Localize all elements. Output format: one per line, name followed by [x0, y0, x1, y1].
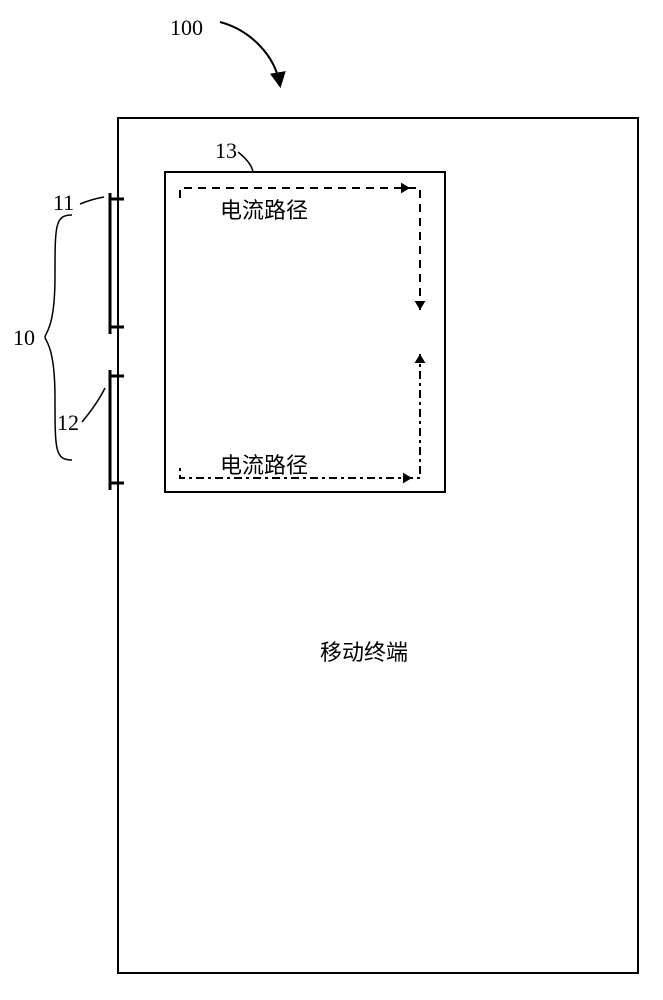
- current-path-top-arrowhead: [401, 183, 410, 194]
- current-path-bottom-arrowhead: [403, 473, 412, 484]
- leader-13: [238, 152, 253, 172]
- ref-11-label: 11: [53, 190, 74, 215]
- current-path-bottom-endarrow: [415, 354, 426, 363]
- current-path-top-endarrow: [415, 301, 426, 310]
- device-outline: [118, 118, 638, 973]
- ref-13-label: 13: [215, 138, 237, 163]
- device-label: 移动终端: [320, 640, 408, 665]
- ref-12-label: 12: [57, 410, 79, 435]
- current-path-bottom-label: 电流路径: [220, 453, 308, 478]
- leader-12: [82, 388, 105, 422]
- current-path-top-label: 电流路径: [220, 198, 308, 223]
- leader-100: [220, 22, 280, 85]
- ref-100-label: 100: [170, 15, 203, 40]
- leader-11: [80, 197, 104, 204]
- ref-10-label: 10: [13, 325, 35, 350]
